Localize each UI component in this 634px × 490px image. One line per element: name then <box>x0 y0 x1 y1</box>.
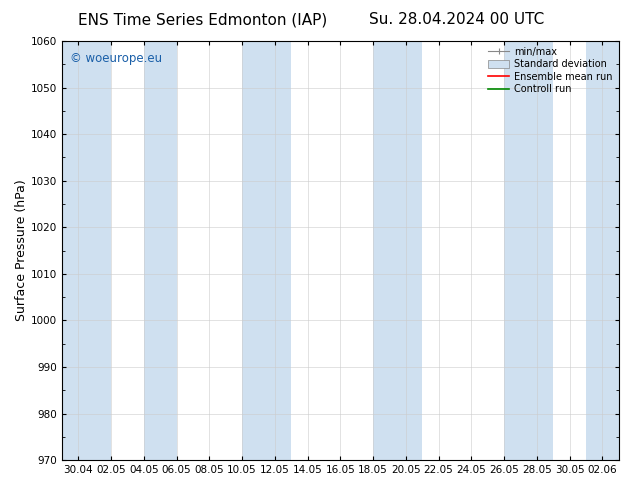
Bar <box>586 41 619 460</box>
Text: ENS Time Series Edmonton (IAP): ENS Time Series Edmonton (IAP) <box>78 12 328 27</box>
Bar <box>373 41 422 460</box>
Bar <box>62 41 111 460</box>
Legend: min/max, Standard deviation, Ensemble mean run, Controll run: min/max, Standard deviation, Ensemble me… <box>485 44 616 97</box>
Y-axis label: Surface Pressure (hPa): Surface Pressure (hPa) <box>15 180 28 321</box>
Bar <box>144 41 176 460</box>
Text: © woeurope.eu: © woeurope.eu <box>70 51 162 65</box>
Bar <box>242 41 291 460</box>
Text: Su. 28.04.2024 00 UTC: Su. 28.04.2024 00 UTC <box>369 12 544 27</box>
Bar <box>504 41 553 460</box>
